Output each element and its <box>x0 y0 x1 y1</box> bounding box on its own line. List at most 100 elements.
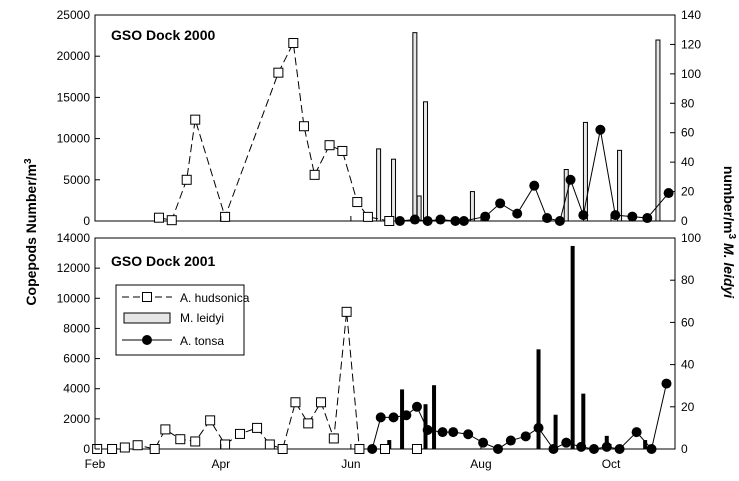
top-hudsonica-point <box>384 216 395 226</box>
right-axis-title: number/m3 M. leidyi <box>721 166 737 299</box>
x-tick-label: Feb <box>85 457 106 471</box>
bottom-right-tick-label: 0 <box>681 442 688 456</box>
x-tick-label: Apr <box>211 457 230 471</box>
bottom-right-tick-label: 80 <box>681 273 695 287</box>
top-left-tick-label: 15000 <box>57 90 91 104</box>
bottom-tonsa-point <box>631 427 642 438</box>
bottom-tonsa-point <box>463 429 474 440</box>
bottom-tonsa-point <box>533 422 544 433</box>
top-hudsonica-point <box>273 67 284 78</box>
bottom-hudsonica-point <box>380 444 390 454</box>
top-leidyi-bar <box>582 121 588 222</box>
top-tonsa-point <box>627 211 638 222</box>
top-tonsa-point <box>595 124 606 135</box>
bottom-tonsa-point <box>661 378 672 389</box>
bottom-hudsonica-point <box>107 444 118 454</box>
top-left-tick-label: 10000 <box>57 132 91 146</box>
bottom-leidyi-bar <box>553 414 558 450</box>
bottom-tonsa-point <box>493 444 504 454</box>
top-hudsonica-point <box>362 211 373 222</box>
x-tick-label: Aug <box>470 457 491 471</box>
top-left-tick-label: 0 <box>83 214 90 228</box>
top-panel-marks <box>153 32 674 226</box>
top-hudsonica-point <box>298 121 309 132</box>
bottom-tonsa-point <box>411 401 422 412</box>
bottom-hudsonica-point <box>160 424 171 435</box>
bottom-hudsonica-line <box>97 311 417 450</box>
bottom-right-tick-label: 100 <box>681 231 701 245</box>
top-leidyi-bar <box>469 191 475 222</box>
top-hudsonica-point <box>166 215 177 226</box>
bottom-panel-marks <box>92 245 672 454</box>
top-leidyi-bar <box>391 158 397 222</box>
top-tonsa-point <box>663 188 674 199</box>
bottom-hudsonica-point <box>328 433 339 444</box>
bottom-hudsonica-point <box>190 436 201 447</box>
top-tonsa-point <box>495 198 506 209</box>
top-hudsonica-point <box>337 145 348 156</box>
bottom-left-tick-label: 8000 <box>63 321 90 335</box>
top-leidyi-bar <box>412 32 418 222</box>
bottom-hudsonica-point <box>277 444 288 454</box>
top-tonsa-point <box>450 216 461 226</box>
bottom-tonsa-point <box>520 431 531 442</box>
bottom-tonsa-point <box>401 410 412 421</box>
top-tonsa-point <box>422 216 433 226</box>
bottom-left-tick-label: 14000 <box>57 231 91 245</box>
bottom-tonsa-line <box>371 383 667 451</box>
bottom-right-tick-label: 20 <box>681 400 695 414</box>
bottom-tonsa-point <box>646 444 657 454</box>
top-hudsonica-line <box>158 41 390 222</box>
axis-ticks: 0500010000150002000025000020406080100120… <box>57 8 702 471</box>
bottom-tonsa-point <box>548 444 559 454</box>
x-tick-label: Jun <box>341 457 360 471</box>
top-tonsa-point <box>435 214 446 225</box>
bottom-hudsonica-point <box>132 440 143 451</box>
bottom-hudsonica-point <box>411 444 422 454</box>
bottom-hudsonica-point <box>341 306 352 317</box>
bottom-leidyi-bar <box>570 245 575 450</box>
left-axis-title: Copepods Number/m3 <box>23 158 39 306</box>
top-right-tick-label: 20 <box>681 185 695 199</box>
top-right-tick-label: 120 <box>681 37 701 51</box>
top-right-tick-label: 80 <box>681 96 695 110</box>
top-leidyi-bar <box>423 101 429 222</box>
top-tonsa-point <box>610 210 621 221</box>
top-tonsa-point <box>565 174 576 185</box>
bottom-hudsonica-point <box>290 397 301 408</box>
bottom-hudsonica-point <box>316 397 327 408</box>
bottom-hudsonica-point <box>220 439 231 450</box>
bottom-tonsa-point <box>588 444 599 454</box>
bottom-leidyi-bar <box>432 385 437 450</box>
top-hudsonica-point <box>352 197 363 208</box>
top-hudsonica-point <box>220 211 231 222</box>
bottom-tonsa-point <box>576 441 587 452</box>
bottom-tonsa-point <box>388 412 399 423</box>
legend-tonsa-marker <box>142 335 152 345</box>
top-right-tick-label: 0 <box>681 214 688 228</box>
top-tonsa-point <box>542 213 553 224</box>
bottom-leidyi-bar <box>643 440 648 450</box>
top-left-tick-label: 25000 <box>57 8 91 22</box>
bottom-left-tick-label: 4000 <box>63 382 90 396</box>
bottom-tonsa-point <box>367 444 378 454</box>
bottom-leidyi-bar <box>581 393 586 450</box>
top-leidyi-bar <box>655 39 661 222</box>
bottom-tonsa-point <box>601 441 612 452</box>
bottom-hudsonica-point <box>149 444 160 454</box>
bottom-hudsonica-point <box>119 442 130 453</box>
bottom-right-tick-label: 40 <box>681 358 695 372</box>
bottom-hudsonica-point <box>205 415 216 426</box>
bottom-leidyi-bar <box>536 349 541 450</box>
top-tonsa-line <box>399 129 669 222</box>
top-tonsa-point <box>554 216 565 226</box>
top-left-tick-label: 5000 <box>63 173 90 187</box>
bottom-tonsa-point <box>375 412 386 423</box>
bottom-tonsa-point <box>437 427 448 438</box>
bottom-tonsa-point <box>422 425 433 436</box>
top-right-tick-label: 140 <box>681 8 701 22</box>
legend: A. hudsonica M. leidyi A. tonsa <box>115 284 250 356</box>
legend-hudsonica-marker <box>142 292 152 302</box>
top-panel-title: GSO Dock 2000 <box>111 27 215 43</box>
